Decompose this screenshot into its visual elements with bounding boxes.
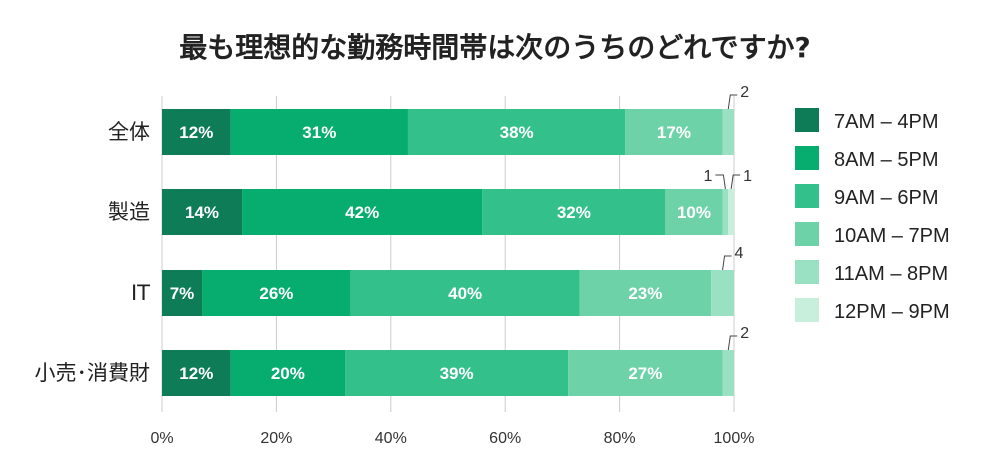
data-label: 14% bbox=[185, 203, 219, 222]
annotation-label: 1 bbox=[743, 168, 752, 185]
bars: 12% 31% 38% 17%214% 42% 32% 10%1 17% 26% 40% 23%41… bbox=[162, 84, 752, 396]
data-label: 42% bbox=[345, 203, 379, 222]
data-label: 27% bbox=[628, 364, 662, 383]
category-label: IT bbox=[131, 281, 150, 305]
legend-label: 10AM – 7PM bbox=[834, 225, 950, 247]
data-label: 40% bbox=[448, 284, 482, 303]
bar-segment bbox=[162, 350, 231, 396]
bar-segment bbox=[350, 270, 580, 316]
data-label: 20% bbox=[271, 364, 305, 383]
bar-segment bbox=[625, 109, 723, 155]
bar-segment bbox=[162, 109, 231, 155]
bar-segment bbox=[665, 189, 723, 235]
legend-label: 11AM – 8PM bbox=[834, 263, 948, 285]
legend-swatch bbox=[795, 184, 819, 208]
legend-label: 8AM – 5PM bbox=[834, 149, 938, 171]
annotation-leader bbox=[715, 174, 726, 190]
legend: 7AM – 4PM 8AM – 5PM 9AM – 6PM 10AM – 7PM 11A… bbox=[795, 108, 950, 323]
x-tick-label: 80% bbox=[604, 430, 636, 447]
bar-segment bbox=[230, 350, 346, 396]
category-label: 小売･消費財 bbox=[35, 361, 151, 385]
bar-segment bbox=[722, 109, 734, 155]
annotation-label: 2 bbox=[740, 84, 749, 101]
category-label: 製造 bbox=[108, 200, 150, 224]
annotation-leader bbox=[727, 335, 738, 351]
data-label: 12% bbox=[179, 364, 213, 383]
legend-label: 7AM – 4PM bbox=[834, 111, 938, 133]
annotation-leader bbox=[730, 174, 741, 190]
data-label: 31% bbox=[302, 123, 336, 142]
annotation-leader bbox=[722, 255, 732, 271]
bar-segment bbox=[345, 350, 569, 396]
data-label: 26% bbox=[259, 284, 293, 303]
legend-swatch bbox=[795, 298, 819, 322]
bar-segment bbox=[162, 189, 243, 235]
bar-segment bbox=[722, 189, 729, 235]
data-label: 17% bbox=[657, 123, 691, 142]
data-label: 7% bbox=[170, 284, 195, 303]
annotation-label: 2 bbox=[740, 325, 749, 342]
x-tick-label: 100% bbox=[714, 430, 755, 447]
bar-segment bbox=[579, 270, 712, 316]
bar-segment bbox=[242, 189, 483, 235]
data-label: 23% bbox=[628, 284, 662, 303]
bar-segment bbox=[728, 189, 734, 235]
legend-swatch bbox=[795, 260, 819, 284]
data-label: 38% bbox=[500, 123, 534, 142]
data-label: 12% bbox=[179, 123, 213, 142]
legend-swatch bbox=[795, 108, 819, 132]
x-tick-label: 40% bbox=[375, 430, 407, 447]
legend-label: 9AM – 6PM bbox=[834, 187, 938, 209]
bar-segment bbox=[482, 189, 666, 235]
bar-segment bbox=[407, 109, 626, 155]
legend-swatch bbox=[795, 222, 819, 246]
annotation-label: 4 bbox=[735, 245, 744, 262]
legend-swatch bbox=[795, 146, 819, 170]
x-tick-label: 60% bbox=[489, 430, 521, 447]
data-label: 39% bbox=[440, 364, 474, 383]
bar-segment bbox=[162, 270, 203, 316]
x-tick-label: 20% bbox=[260, 430, 292, 447]
x-axis: 0% 20% 40% 60% 80% 100% bbox=[150, 430, 754, 447]
legend-label: 12PM – 9PM bbox=[834, 301, 950, 323]
bar-segment bbox=[568, 350, 723, 396]
category-label: 全体 bbox=[108, 120, 150, 144]
bar-segment bbox=[202, 270, 351, 316]
x-tick-label: 0% bbox=[150, 430, 173, 447]
chart-title: 最も理想的な勤務時間帯は次のうちのどれですか? bbox=[179, 31, 810, 64]
data-label: 10% bbox=[677, 203, 711, 222]
annotation-leader bbox=[727, 94, 738, 110]
bar-segment bbox=[230, 109, 408, 155]
data-label: 32% bbox=[557, 203, 591, 222]
bar-segment bbox=[722, 350, 734, 396]
annotation-label: 1 bbox=[704, 168, 713, 185]
bar-segment bbox=[711, 270, 734, 316]
